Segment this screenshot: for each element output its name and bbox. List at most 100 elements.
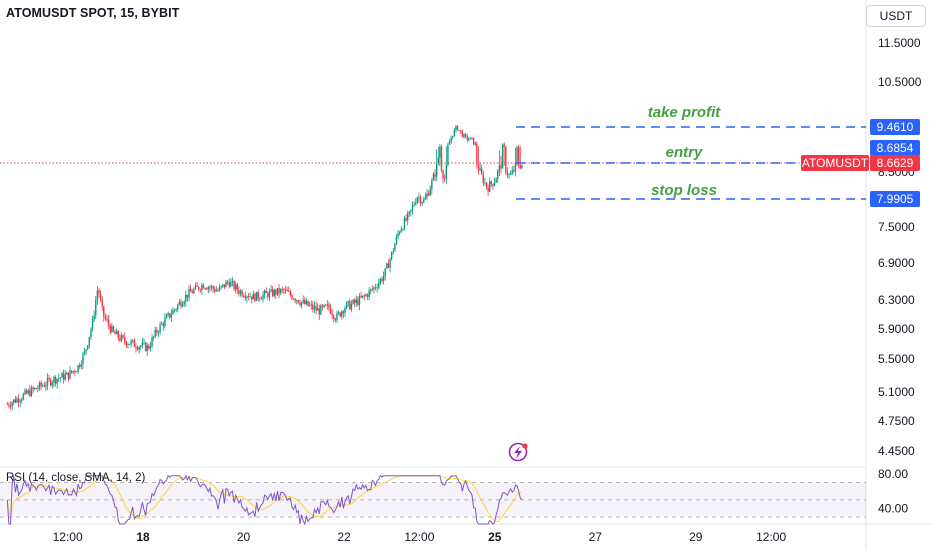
candle: [69, 365, 71, 380]
candle: [519, 146, 521, 170]
candle: [120, 332, 123, 343]
candle: [286, 286, 288, 292]
candle: [252, 290, 255, 300]
annotation-entry[interactable]: entry: [666, 144, 703, 161]
chart-title: ATOMUSDT SPOT, 15, BYBIT: [6, 6, 180, 20]
candle: [471, 137, 473, 141]
candle: [30, 385, 33, 398]
candle: [289, 289, 292, 297]
candle: [386, 262, 388, 270]
candle: [312, 300, 314, 313]
annotation-take-profit[interactable]: take profit: [648, 104, 722, 121]
candle: [109, 323, 111, 335]
candle: [82, 352, 84, 370]
candle: [482, 170, 484, 186]
currency-button[interactable]: USDT: [866, 5, 926, 27]
level-price-tag: 8.6854: [870, 140, 920, 156]
candle: [392, 247, 394, 255]
candle: [345, 301, 348, 310]
candle: [328, 301, 330, 312]
candle: [173, 308, 176, 313]
x-tick-label: 12:00: [404, 530, 434, 544]
candle: [59, 377, 62, 383]
candle: [50, 377, 52, 387]
rsi-tick-label: 40.00: [878, 502, 908, 516]
candle: [484, 177, 486, 186]
candle: [202, 283, 205, 289]
candle: [508, 173, 510, 179]
candle: [318, 304, 320, 320]
candle: [505, 146, 507, 176]
candle: [355, 295, 357, 307]
candle: [402, 228, 404, 231]
candle: [460, 130, 462, 134]
candle: [78, 362, 81, 369]
candle: [447, 142, 449, 167]
candle: [254, 292, 256, 303]
candle: [114, 329, 116, 335]
candle: [405, 214, 407, 222]
x-tick-label: 12:00: [756, 530, 786, 544]
level-price-tag: 9.4610: [870, 119, 920, 135]
candle: [66, 371, 68, 375]
candle: [271, 286, 274, 298]
candle: [151, 333, 153, 348]
candle: [206, 286, 208, 290]
candle: [497, 169, 499, 183]
candle: [511, 165, 513, 176]
candle: [125, 340, 128, 348]
candle: [43, 381, 46, 388]
candle: [74, 369, 76, 377]
candle: [440, 144, 443, 173]
candle: [19, 398, 21, 408]
candle: [194, 282, 197, 290]
y-tick-label: 10.5000: [878, 75, 922, 89]
candle: [62, 369, 65, 384]
candle: [181, 301, 184, 308]
candlestick-series: [6, 125, 523, 411]
candle: [214, 285, 216, 294]
candle: [191, 288, 193, 294]
candle: [432, 171, 435, 181]
candle: [215, 286, 218, 292]
candle: [130, 338, 132, 348]
candle: [185, 290, 187, 307]
candle: [225, 280, 227, 288]
candle: [489, 177, 491, 192]
candle: [53, 375, 55, 388]
candle: [143, 338, 145, 345]
candle: [96, 285, 99, 305]
candle: [321, 303, 324, 311]
candle: [427, 190, 430, 196]
candle: [154, 326, 156, 339]
candle: [40, 380, 42, 391]
candle: [144, 341, 147, 352]
candle: [16, 396, 18, 404]
y-tick-label: 5.5000: [878, 352, 915, 366]
candle: [381, 276, 383, 284]
candle: [323, 304, 325, 308]
candle: [350, 300, 353, 312]
annotation-stop-loss[interactable]: stop loss: [651, 182, 717, 199]
y-tick-label: 7.5000: [878, 220, 915, 234]
lightning-icon[interactable]: [508, 442, 528, 462]
candle: [70, 370, 73, 374]
candle: [400, 226, 402, 233]
candle: [390, 251, 393, 261]
candle: [178, 299, 181, 306]
candle: [135, 343, 137, 353]
candle: [111, 322, 113, 334]
candle: [517, 144, 520, 169]
candle: [56, 378, 58, 389]
candle: [368, 286, 370, 301]
candle: [300, 301, 303, 309]
candle: [424, 192, 427, 200]
svg-text:ATOMUSDT: ATOMUSDT: [802, 156, 869, 170]
candle: [21, 397, 23, 404]
candle: [251, 296, 253, 304]
candle: [263, 289, 266, 299]
svg-text:8.6629: 8.6629: [877, 156, 914, 170]
candle: [29, 385, 31, 398]
candle: [379, 277, 382, 286]
